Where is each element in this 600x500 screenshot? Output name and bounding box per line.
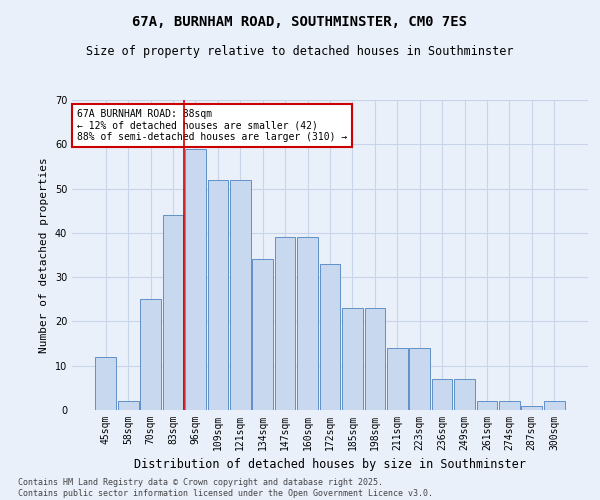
Bar: [387, 348, 407, 410]
Bar: [275, 238, 295, 410]
Bar: [521, 406, 542, 410]
Bar: [544, 401, 565, 410]
Bar: [140, 300, 161, 410]
Text: Size of property relative to detached houses in Southminster: Size of property relative to detached ho…: [86, 45, 514, 58]
Bar: [208, 180, 228, 410]
Bar: [230, 180, 251, 410]
Bar: [163, 215, 184, 410]
Bar: [297, 238, 318, 410]
Bar: [409, 348, 430, 410]
Bar: [253, 260, 273, 410]
Bar: [118, 401, 139, 410]
Bar: [476, 401, 497, 410]
Text: 67A BURNHAM ROAD: 88sqm
← 12% of detached houses are smaller (42)
88% of semi-de: 67A BURNHAM ROAD: 88sqm ← 12% of detache…: [77, 110, 347, 142]
X-axis label: Distribution of detached houses by size in Southminster: Distribution of detached houses by size …: [134, 458, 526, 471]
Bar: [95, 357, 116, 410]
Bar: [320, 264, 340, 410]
Bar: [185, 148, 206, 410]
Y-axis label: Number of detached properties: Number of detached properties: [39, 157, 49, 353]
Bar: [342, 308, 363, 410]
Text: Contains HM Land Registry data © Crown copyright and database right 2025.
Contai: Contains HM Land Registry data © Crown c…: [18, 478, 433, 498]
Text: 67A, BURNHAM ROAD, SOUTHMINSTER, CM0 7ES: 67A, BURNHAM ROAD, SOUTHMINSTER, CM0 7ES: [133, 15, 467, 29]
Bar: [454, 379, 475, 410]
Bar: [365, 308, 385, 410]
Bar: [499, 401, 520, 410]
Bar: [432, 379, 452, 410]
